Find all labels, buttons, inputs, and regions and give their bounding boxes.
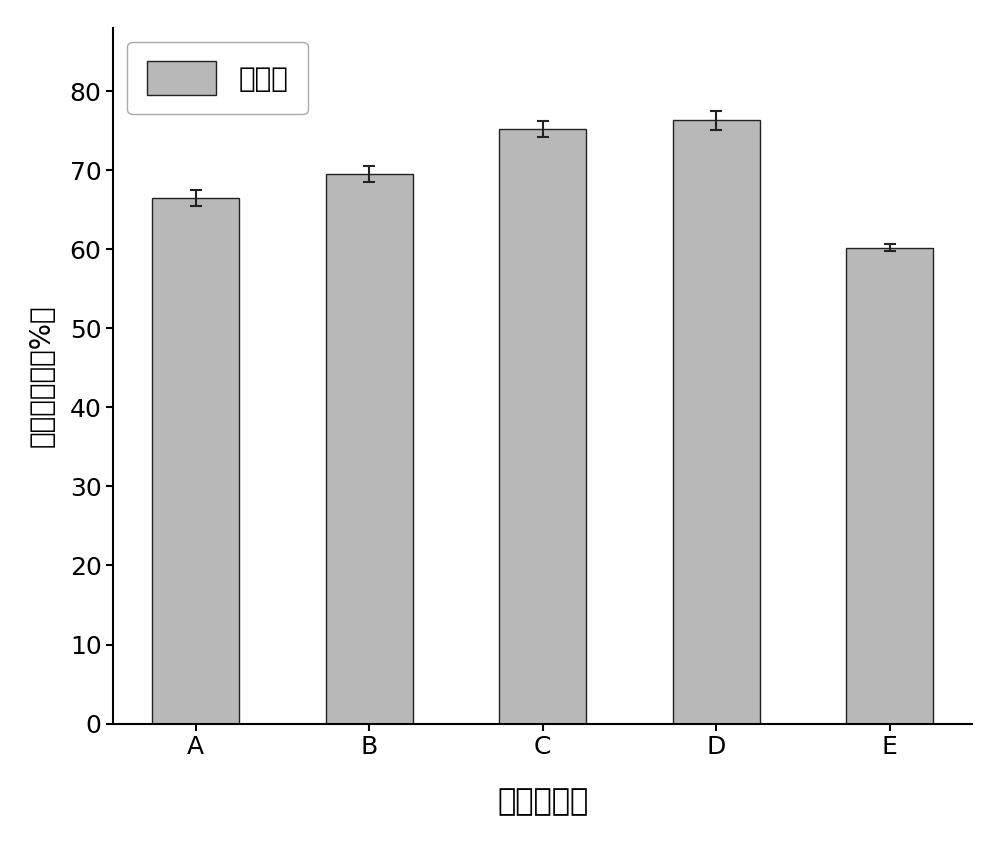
Y-axis label: 含量百分比（%）: 含量百分比（%）	[28, 305, 56, 447]
Bar	[152, 197, 239, 723]
Bar	[673, 121, 760, 723]
Bar	[846, 247, 933, 723]
Bar	[499, 129, 586, 723]
Bar	[326, 174, 413, 723]
Legend: 纤维素: 纤维素	[127, 41, 308, 115]
X-axis label: 预处理条件: 预处理条件	[497, 787, 588, 816]
